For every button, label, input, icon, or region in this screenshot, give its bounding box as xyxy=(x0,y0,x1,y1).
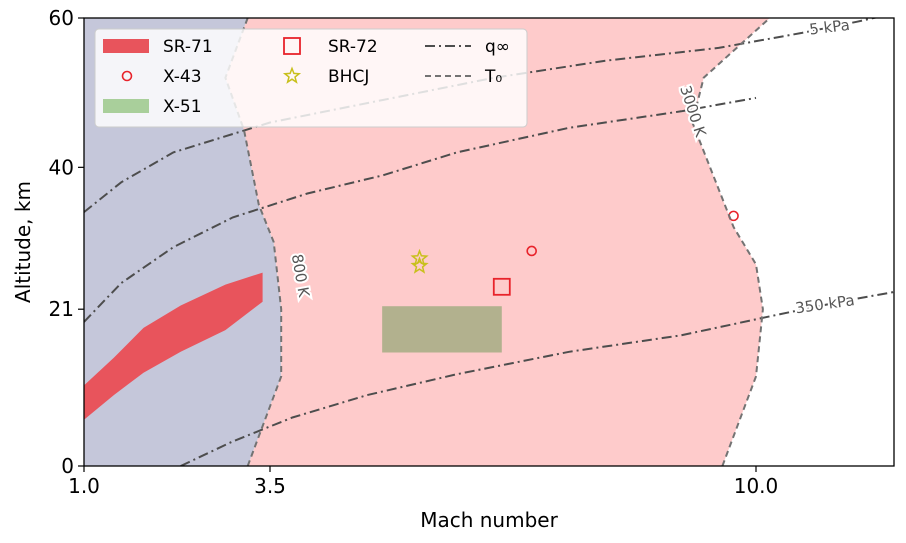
plot-frame xyxy=(83,17,895,467)
y-axis-title: Altitude, km xyxy=(11,181,35,303)
contour-T-0 xyxy=(691,18,771,466)
series-sr-71-band xyxy=(84,272,263,420)
legend-symbol-bhcj xyxy=(282,66,302,84)
x-tick-label: 10.0 xyxy=(734,474,779,498)
y-tick-label: 40 xyxy=(49,155,74,179)
region-hot xyxy=(225,18,770,466)
x-tick-label: 3.5 xyxy=(254,474,286,498)
contour-q-inf xyxy=(84,18,879,213)
series-bhcj-point xyxy=(410,248,429,267)
x-axis-title: Mach number xyxy=(420,508,558,532)
legend-label: SR-71 xyxy=(163,37,213,57)
series-x-51-rect xyxy=(382,306,502,353)
x-tick-label: 1.0 xyxy=(68,474,100,498)
legend-label: T₀ xyxy=(484,67,502,87)
legend-symbol-x-43 xyxy=(121,70,133,82)
contour-label: 5 kPa xyxy=(808,16,850,39)
legend-label: q∞ xyxy=(485,37,510,57)
legend-symbol-x-51 xyxy=(103,99,149,113)
legend-label: X-51 xyxy=(163,97,202,117)
contour-q-inf xyxy=(180,291,894,466)
contour-label: 350 kPa xyxy=(794,291,856,317)
legend-label: X-43 xyxy=(163,67,202,87)
y-tick-label: 0 xyxy=(61,454,74,478)
series-bhcj-point xyxy=(410,256,429,274)
legend-symbol-sr-72 xyxy=(283,37,301,55)
legend-label: BHCJ xyxy=(328,67,369,87)
axes: 1.0 3.5 10.0 0 21 40 60 xyxy=(49,6,779,498)
series-x-43-point xyxy=(526,245,537,257)
legend-symbol-sr-71 xyxy=(103,39,149,53)
y-tick-label: 21 xyxy=(49,297,74,321)
data-series xyxy=(84,210,739,420)
y-tick-label: 60 xyxy=(49,6,74,30)
legend-label: SR-72 xyxy=(328,37,378,57)
legend: SR-71 X-43 X-51 SR-72 BHCJ q∞ T₀ xyxy=(94,28,528,128)
contour-q-inf xyxy=(84,96,757,323)
series-sr-72-point xyxy=(492,277,511,296)
legend-box xyxy=(94,28,528,128)
